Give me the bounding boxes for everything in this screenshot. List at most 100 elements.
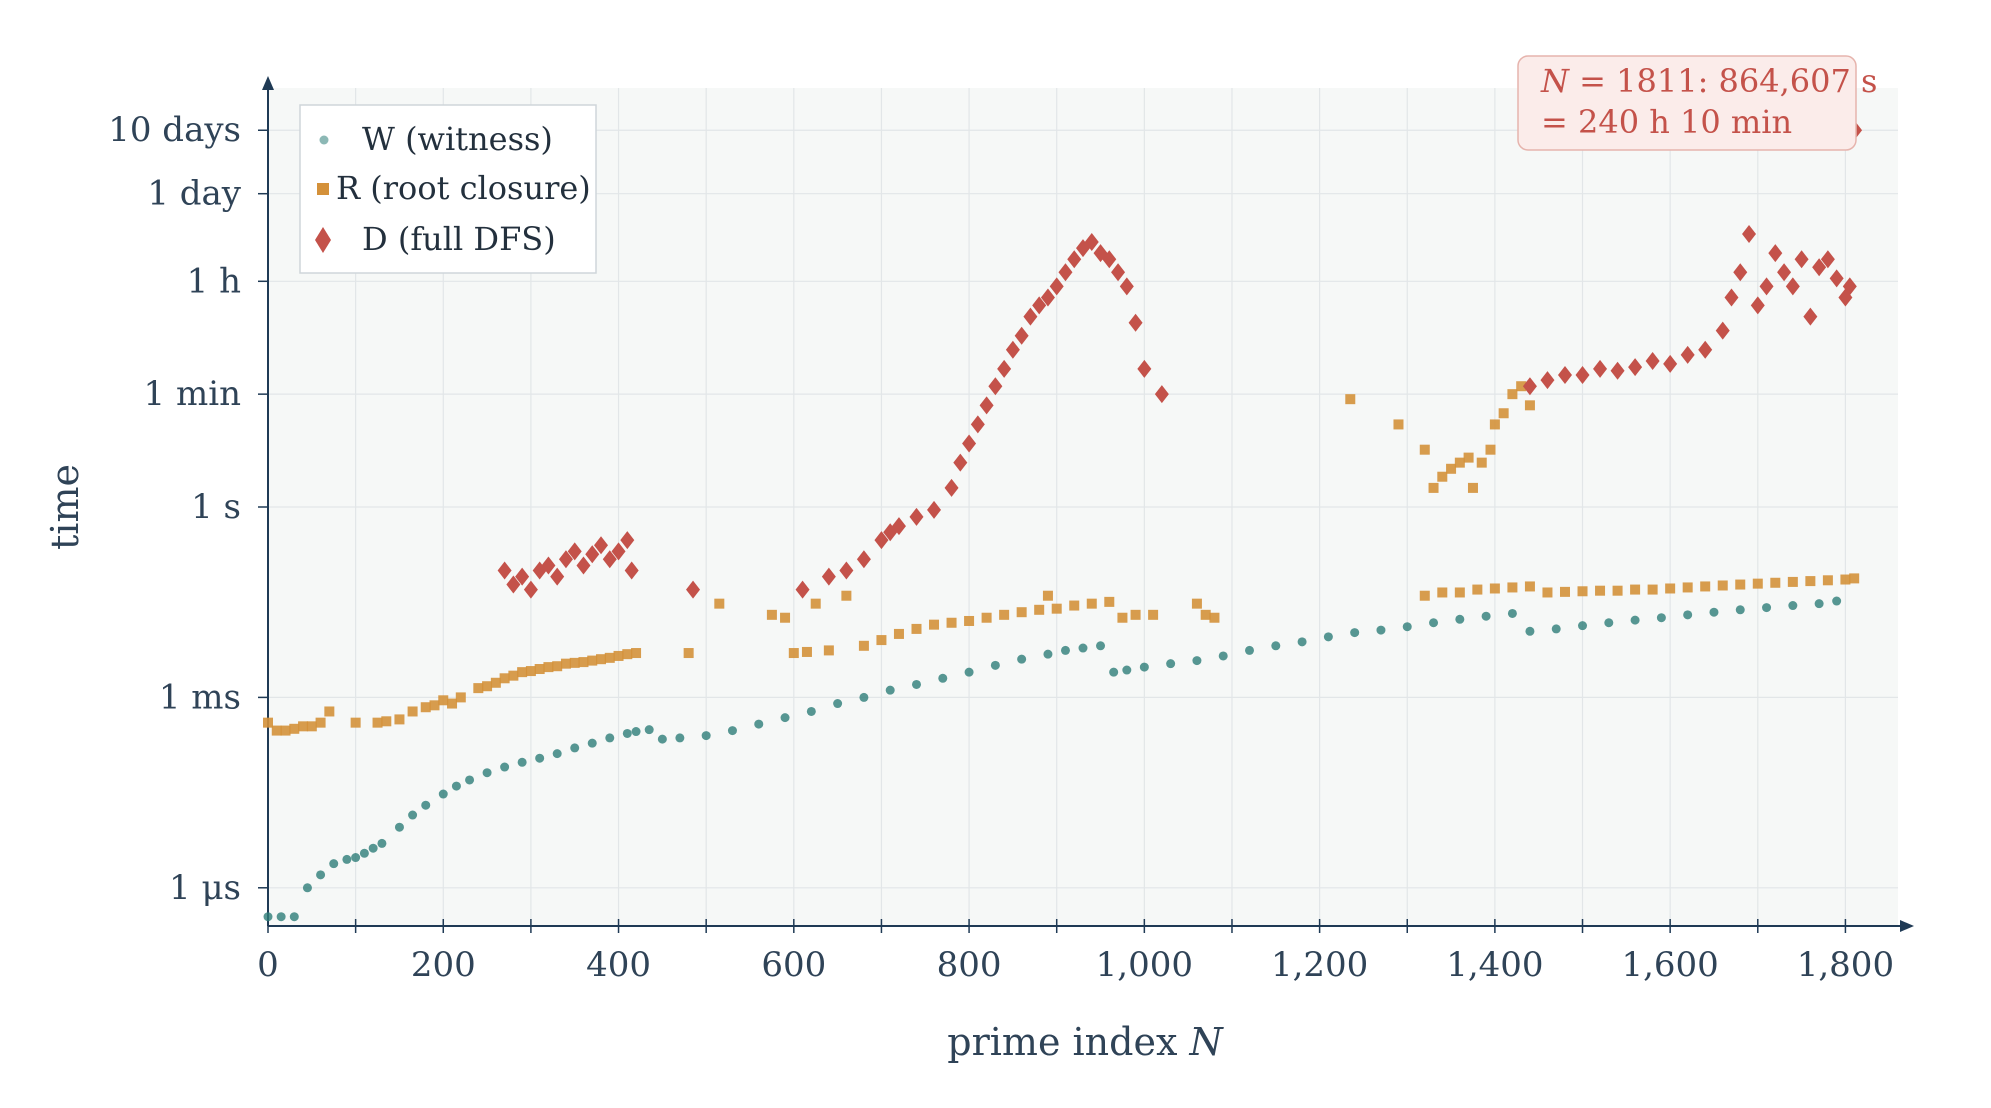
data-point-d (1698, 340, 1713, 359)
data-point-d (602, 550, 617, 569)
data-point-r (1735, 579, 1746, 590)
y-tick-label: 1 h (187, 261, 241, 301)
data-point-r (482, 681, 493, 692)
data-point-r (1042, 590, 1053, 601)
data-point-r (1016, 607, 1027, 618)
data-point-w (1017, 654, 1027, 664)
y-tick-label: 1 s (191, 487, 241, 527)
data-point-r (1682, 582, 1693, 593)
data-point-r (613, 650, 624, 661)
data-point-r (964, 615, 975, 626)
data-point-w (622, 728, 632, 738)
data-point-r (1822, 575, 1833, 586)
data-point-r (1086, 598, 1097, 609)
data-point-r (1559, 586, 1570, 597)
data-point-w (1043, 649, 1053, 659)
data-point-r (1507, 389, 1518, 400)
y-tick-label: 1 ms (159, 677, 241, 717)
data-point-r (1130, 609, 1141, 620)
y-tick-label: 1 min (144, 374, 241, 414)
data-point-r (1612, 585, 1623, 596)
data-point-r (1467, 482, 1478, 493)
data-point-w (1109, 667, 1119, 677)
data-point-d (1759, 277, 1774, 296)
data-point-r (1542, 587, 1553, 598)
data-point-d (1829, 269, 1844, 288)
data-point-d (1005, 340, 1020, 359)
data-point-r (1507, 582, 1518, 593)
y-axis-title: time (43, 464, 87, 550)
data-point-r (981, 612, 992, 623)
data-point-r (447, 698, 458, 709)
data-point-d (1794, 250, 1809, 269)
data-point-d (979, 396, 994, 415)
data-point-r (1787, 576, 1798, 587)
data-point-d (624, 561, 639, 580)
data-point-r (780, 612, 791, 623)
data-point-r (1209, 612, 1220, 623)
data-point-r (1472, 584, 1483, 595)
data-point-r (1524, 400, 1535, 411)
data-point-w (1245, 645, 1255, 655)
annotation-box (1517, 55, 1857, 151)
data-point-r (280, 725, 291, 736)
data-point-d (1733, 263, 1748, 282)
data-point-w (289, 912, 299, 922)
data-point-r (298, 721, 309, 732)
data-point-d (1522, 377, 1537, 396)
data-point-r (604, 652, 615, 663)
data-point-w (368, 843, 378, 853)
data-point-r (1345, 394, 1356, 405)
data-point-w (482, 768, 492, 778)
data-point-d (576, 556, 591, 575)
data-point-r (1805, 576, 1816, 587)
data-point-r (271, 725, 282, 736)
x-tick-label: 400 (586, 945, 651, 985)
data-point-w (359, 848, 369, 858)
data-point-r (552, 661, 563, 672)
data-point-d (1128, 313, 1143, 332)
x-tick-labels: 0 200 400 600 800 1,000 1,200 1,400 1,600 1,800 (257, 945, 1894, 985)
data-point-d (1785, 277, 1800, 296)
data-point-w (408, 810, 418, 820)
data-point-r (372, 717, 383, 728)
data-point-d (1628, 358, 1643, 377)
data-point-w (535, 753, 545, 763)
data-point-d (970, 415, 985, 434)
data-point-d (1102, 250, 1117, 269)
data-point-r (1069, 600, 1080, 611)
data-point-r (1595, 585, 1606, 596)
data-point-w (833, 699, 843, 709)
data-point-w (1551, 624, 1561, 634)
data-point-w (1656, 613, 1666, 623)
data-point-d (506, 575, 521, 594)
data-point-d (988, 377, 1003, 396)
data-point-d (620, 531, 635, 550)
x-tick-label: 1,600 (1621, 945, 1718, 985)
data-point-r (1034, 604, 1045, 615)
data-point-r (1840, 574, 1851, 585)
data-point-r (394, 714, 405, 725)
data-point-r (1489, 419, 1500, 430)
data-point-r (801, 646, 812, 657)
legend-label-w: W (witness) (362, 120, 553, 158)
data-point-w (1814, 599, 1824, 609)
data-point-r (543, 662, 554, 673)
legend-label-r: R (root closure) (336, 169, 591, 207)
legend-marker-r (317, 183, 329, 195)
data-point-w (1630, 615, 1640, 625)
data-point-r (1437, 587, 1448, 598)
data-point-w (1060, 645, 1070, 655)
legend-marker-w (319, 135, 329, 145)
data-point-w (1604, 618, 1614, 628)
data-point-w (1402, 622, 1412, 632)
data-point-w (727, 726, 737, 736)
data-point-w (1218, 651, 1228, 661)
y-tick-label: 1 μs (169, 868, 241, 908)
data-point-r (381, 716, 392, 727)
data-point-d (1154, 385, 1169, 404)
x-axis-title: prime index N (947, 1020, 1224, 1064)
data-point-d (1540, 371, 1555, 390)
data-point-w (1192, 656, 1202, 666)
data-point-d (1724, 288, 1739, 307)
